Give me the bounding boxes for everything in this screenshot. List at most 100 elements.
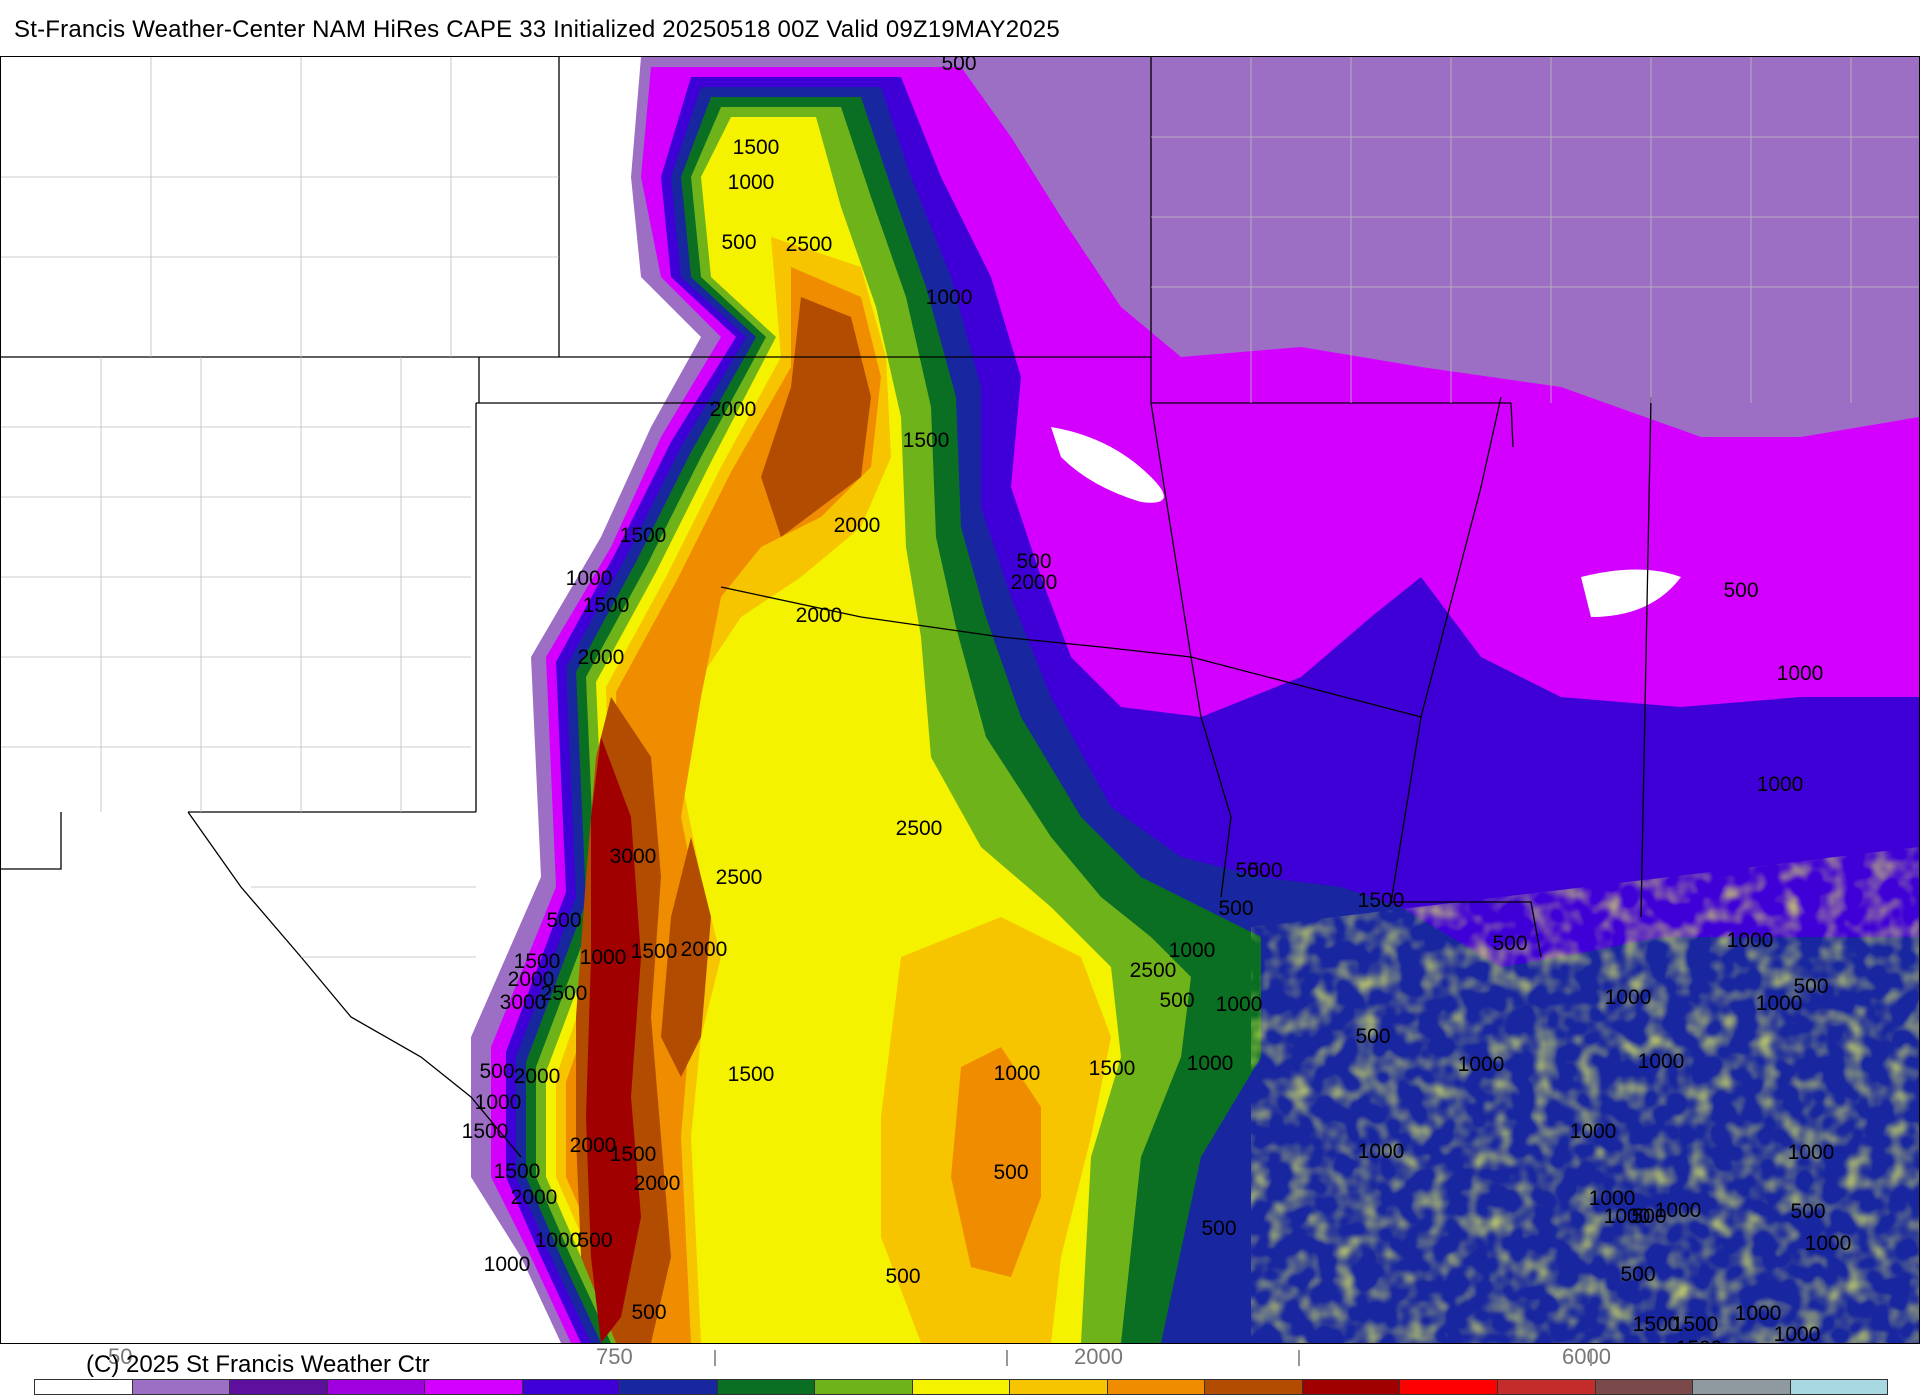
contour-label: 2500: [716, 866, 763, 889]
colorbar-swatches: [34, 1379, 1888, 1395]
contour-label: 1500: [631, 940, 678, 963]
contour-label: 2000: [796, 604, 843, 627]
colorbar-partial-label: 50: [108, 1344, 133, 1369]
colorbar-tick-mark: [1006, 1350, 1008, 1366]
contour-label: 500: [1723, 579, 1758, 602]
contour-label: 1000: [1777, 662, 1824, 685]
contour-label: 500: [1201, 1217, 1236, 1240]
colorbar-swatch: [717, 1380, 816, 1394]
contour-label: 2000: [578, 646, 625, 669]
contour-label: 1500: [620, 524, 667, 547]
contour-label: 1000: [1358, 1140, 1405, 1163]
copyright-text: (C) 2025 St Francis Weather Ctr: [86, 1351, 430, 1378]
colorbar-swatch: [1302, 1380, 1401, 1394]
contour-label: 1000: [728, 171, 775, 194]
colorbar-swatch: [620, 1380, 718, 1394]
map-panel[interactable]: 500 1500 1000 500 2500 1000 2000 1500 2000 1500 50…: [0, 56, 1920, 1344]
cape-hole-north: [1051, 427, 1164, 503]
contour-label: 1000: [926, 286, 973, 309]
contour-label: 1000: [1805, 1232, 1852, 1255]
colorbar-swatch: [1205, 1380, 1303, 1394]
contour-label: 2500: [1130, 959, 1177, 982]
contour-label: 1500: [494, 1160, 541, 1183]
gulf-convective-texture: [1251, 847, 1919, 1343]
contour-label: 1000: [484, 1253, 531, 1276]
contour-label: 2000: [508, 968, 555, 991]
colorbar-swatch: [815, 1380, 913, 1394]
colorbar-swatch: [522, 1380, 621, 1394]
colorbar-swatch: [1400, 1380, 1498, 1394]
contour-label: 2000: [570, 1134, 617, 1157]
contour-label: 1000: [1788, 1141, 1835, 1164]
contour-label: 3000: [610, 845, 657, 868]
contour-label: 2500: [541, 982, 588, 1005]
colorbar-swatch: [327, 1380, 426, 1394]
cape-band-dark-red: [586, 737, 641, 1343]
colorbar-tick-6000: 6000: [1562, 1344, 1611, 1369]
colorbar-swatch: [230, 1380, 328, 1394]
contour-label: 500: [1218, 897, 1253, 920]
cape-band-orange-south: [951, 1047, 1041, 1277]
colorbar-tick-mark: [714, 1350, 716, 1366]
contour-label: 1500: [903, 429, 950, 452]
contour-label: 1000: [1604, 1205, 1651, 1228]
contour-label: 500: [941, 57, 976, 75]
contour-label: 1000: [1638, 1050, 1685, 1073]
contour-label: 1500: [1358, 889, 1405, 912]
contour-label: 500: [993, 1161, 1028, 1184]
contour-label: 500: [1790, 1200, 1825, 1223]
contour-label: 1000: [1605, 986, 1652, 1009]
contour-label: 1500: [610, 1143, 657, 1166]
contour-label: 2500: [896, 817, 943, 840]
contour-label: 1000: [1757, 773, 1804, 796]
contour-label: 500: [546, 909, 581, 932]
contour-label: 1000: [1735, 1302, 1782, 1325]
contour-label: 2000: [710, 398, 757, 421]
contour-label: 1500: [1633, 1313, 1680, 1336]
contour-label: 2000: [681, 938, 728, 961]
contour-label: 500: [1247, 859, 1282, 882]
colorbar-swatch: [1595, 1380, 1694, 1394]
map-title: St-Francis Weather-Center NAM HiRes CAPE…: [14, 16, 1060, 43]
cape-band-brown-mid: [661, 837, 711, 1077]
contour-label: 1000: [1216, 993, 1263, 1016]
contour-label: 500: [1793, 975, 1828, 998]
contour-label: 1000: [994, 1062, 1041, 1085]
contour-label: 500: [1159, 989, 1194, 1012]
contour-label: 1500: [583, 594, 630, 617]
contour-label: 1000: [566, 567, 613, 590]
contour-label: 1000: [1655, 1199, 1702, 1222]
contour-label: 1500: [1089, 1057, 1136, 1080]
colorbar-tick-mark: [1298, 1350, 1300, 1366]
contour-label: 2500: [786, 233, 833, 256]
contour-label: 2000: [634, 1172, 681, 1195]
contour-label: 2000: [834, 514, 881, 537]
contour-label: 500: [885, 1265, 920, 1288]
contour-label: 1000: [535, 1229, 582, 1252]
contour-label: 1000: [1458, 1053, 1505, 1076]
contour-label: 2000: [514, 1065, 561, 1088]
colorbar-swatch: [1790, 1380, 1888, 1394]
contour-label: 500: [631, 1301, 666, 1324]
colorbar-swatch: [35, 1380, 133, 1394]
contour-label: 1000: [1774, 1323, 1821, 1343]
contour-label: 500: [1235, 859, 1270, 882]
colorbar-swatch: [1497, 1380, 1596, 1394]
colorbar-swatch: [912, 1380, 1011, 1394]
contour-label: 500: [1631, 1205, 1666, 1228]
colorbar-swatch: [1010, 1380, 1108, 1394]
colorbar-swatch: [425, 1380, 523, 1394]
contour-label: 1000: [1589, 1187, 1636, 1210]
contour-label: 3000: [500, 991, 547, 1014]
contour-label: 1000: [1727, 929, 1774, 952]
contour-label: 500: [1492, 932, 1527, 955]
county-borders: [1, 57, 1919, 958]
contour-label: 1500: [728, 1063, 775, 1086]
contour-label: 1000: [1756, 992, 1803, 1015]
contour-label: 1000: [1570, 1120, 1617, 1143]
colorbar-swatch: [132, 1380, 231, 1394]
contour-label: 500: [1355, 1025, 1390, 1048]
colorbar-tick-750: 750: [596, 1344, 633, 1369]
